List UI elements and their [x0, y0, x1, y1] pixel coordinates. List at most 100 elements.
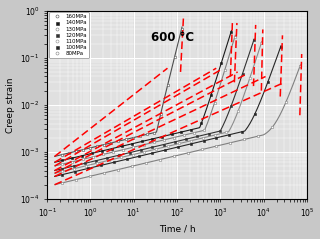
160MPa — [152, 131, 156, 134]
130MPa — [182, 134, 186, 136]
140MPa — [120, 145, 124, 148]
160MPa — [159, 113, 163, 116]
100MPa — [163, 149, 167, 152]
Line: 100MPa: 100MPa — [61, 46, 282, 176]
160MPa — [116, 140, 120, 143]
140MPa — [229, 30, 233, 33]
110MPa — [224, 131, 228, 134]
120MPa — [207, 132, 211, 135]
130MPa — [172, 136, 176, 139]
130MPa — [101, 153, 105, 156]
130MPa — [111, 151, 115, 153]
120MPa — [106, 157, 109, 159]
140MPa — [70, 157, 74, 159]
100MPa — [138, 155, 141, 158]
130MPa — [91, 155, 95, 158]
80MPa — [186, 151, 190, 154]
160MPa — [89, 147, 92, 149]
140MPa — [140, 140, 144, 143]
80MPa — [116, 168, 120, 171]
110MPa — [201, 136, 205, 139]
110MPa — [236, 110, 240, 113]
140MPa — [150, 138, 154, 141]
160MPa — [68, 152, 71, 154]
160MPa — [138, 135, 141, 138]
80MPa — [60, 181, 64, 184]
80MPa — [270, 126, 274, 129]
100MPa — [202, 139, 205, 142]
130MPa — [81, 158, 84, 161]
160MPa — [60, 153, 64, 156]
110MPa — [142, 150, 146, 153]
110MPa — [154, 148, 158, 151]
130MPa — [60, 163, 64, 166]
Y-axis label: Creep strain: Creep strain — [5, 77, 14, 133]
100MPa — [99, 164, 103, 167]
120MPa — [218, 130, 222, 132]
120MPa — [184, 138, 188, 141]
120MPa — [162, 143, 166, 146]
140MPa — [130, 142, 134, 145]
120MPa — [173, 140, 177, 143]
100MPa — [73, 170, 77, 173]
110MPa — [166, 145, 170, 148]
130MPa — [233, 35, 237, 38]
120MPa — [241, 72, 244, 75]
110MPa — [72, 167, 76, 170]
80MPa — [74, 178, 78, 181]
160MPa — [102, 143, 106, 146]
130MPa — [203, 129, 206, 132]
80MPa — [298, 65, 302, 68]
80MPa — [172, 155, 176, 158]
160MPa — [131, 136, 134, 139]
140MPa — [219, 62, 223, 65]
Line: 110MPa: 110MPa — [61, 42, 263, 173]
130MPa — [213, 101, 217, 104]
120MPa — [83, 162, 87, 165]
80MPa — [102, 171, 106, 174]
110MPa — [119, 156, 123, 159]
110MPa — [213, 134, 217, 136]
120MPa — [128, 151, 132, 154]
140MPa — [110, 147, 114, 150]
110MPa — [60, 170, 64, 173]
130MPa — [142, 143, 146, 146]
140MPa — [160, 135, 164, 138]
100MPa — [279, 45, 283, 48]
80MPa — [214, 145, 218, 148]
130MPa — [192, 131, 196, 134]
80MPa — [200, 148, 204, 151]
160MPa — [173, 55, 177, 58]
120MPa — [94, 159, 98, 162]
100MPa — [60, 173, 64, 176]
100MPa — [124, 158, 128, 161]
120MPa — [229, 104, 233, 107]
110MPa — [84, 164, 88, 167]
160MPa — [166, 84, 170, 87]
140MPa — [170, 133, 173, 136]
Line: 80MPa: 80MPa — [61, 65, 301, 184]
100MPa — [240, 130, 244, 133]
160MPa — [124, 138, 127, 141]
160MPa — [82, 148, 85, 151]
X-axis label: Time / h: Time / h — [159, 224, 196, 234]
80MPa — [242, 138, 246, 141]
130MPa — [121, 148, 125, 151]
100MPa — [150, 152, 154, 155]
100MPa — [112, 161, 116, 164]
Line: 160MPa: 160MPa — [61, 27, 183, 156]
140MPa — [180, 130, 183, 133]
110MPa — [248, 77, 252, 80]
80MPa — [130, 165, 134, 168]
Legend: 160MPa, 140MPa, 130MPa, 120MPa, 110MPa, 100MPa, 80MPa: 160MPa, 140MPa, 130MPa, 120MPa, 110MPa, … — [49, 12, 89, 58]
140MPa — [189, 128, 193, 131]
100MPa — [266, 81, 270, 84]
110MPa — [178, 142, 181, 145]
140MPa — [100, 150, 104, 152]
140MPa — [199, 122, 203, 125]
100MPa — [214, 136, 218, 139]
110MPa — [189, 139, 193, 142]
140MPa — [60, 159, 64, 162]
120MPa — [139, 148, 143, 151]
120MPa — [117, 154, 121, 157]
